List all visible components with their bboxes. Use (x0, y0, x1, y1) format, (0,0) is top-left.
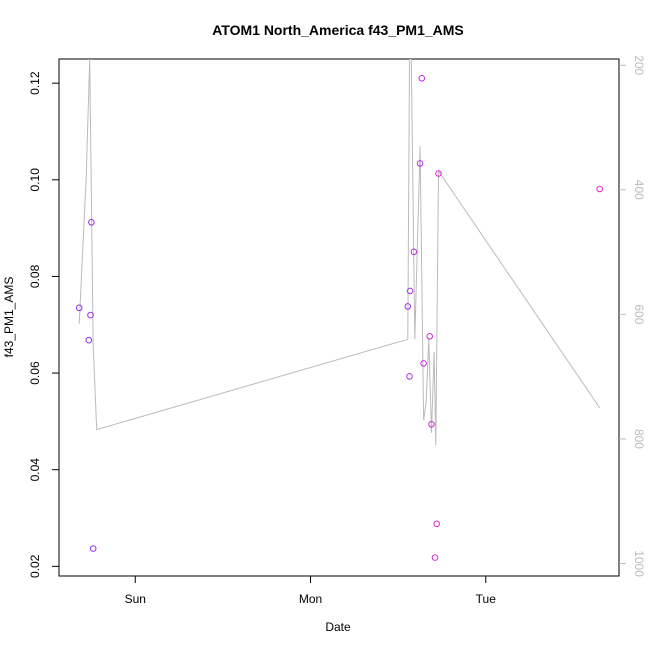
plot-frame (58, 58, 620, 577)
data-point (416, 160, 424, 167)
data-point (404, 303, 412, 310)
y-tick-label: 0.12 (28, 71, 42, 95)
y-tick-label: 0.02 (28, 554, 42, 578)
data-point (418, 75, 426, 82)
x-tick-label: Tue (476, 592, 497, 606)
data-point (420, 360, 427, 367)
secondary-line-layer (78, 59, 601, 446)
y2-axis: 200 400 600 800 1000 (619, 55, 646, 577)
data-point (426, 333, 434, 340)
data-point (596, 185, 604, 193)
y-tick-label: 0.04 (28, 458, 42, 482)
chart-title: ATOM1 North_America f43_PM1_AMS (212, 22, 464, 38)
secondary-series-line (78, 59, 601, 446)
data-point (435, 170, 442, 177)
x-tick-label: Mon (299, 592, 322, 606)
y2-tick-label: 600 (632, 304, 646, 324)
y-tick-label: 0.06 (28, 361, 42, 385)
x-tick-label: Sun (125, 592, 146, 606)
y2-tick-label: 800 (632, 429, 646, 449)
y-axis-label: f43_PM1_AMS (2, 277, 16, 358)
data-point (75, 304, 83, 312)
data-point (406, 287, 414, 295)
points-layer (75, 75, 604, 561)
y-tick-label: 0.10 (28, 168, 42, 192)
data-point (87, 311, 94, 319)
data-point (85, 336, 93, 344)
data-point (431, 554, 439, 561)
x-axis: Sun Mon Tue (125, 576, 497, 606)
y-axis: 0.02 0.04 0.06 0.08 0.10 0.12 (28, 71, 59, 578)
data-point (406, 373, 413, 380)
data-point (88, 219, 95, 226)
data-point (433, 520, 441, 528)
data-point (89, 545, 97, 552)
data-point (428, 421, 435, 428)
y2-tick-label: 400 (632, 180, 646, 200)
y-tick-label: 0.08 (28, 264, 42, 288)
x-axis-label: Date (325, 620, 351, 634)
y2-tick-label: 200 (632, 55, 646, 75)
data-point (410, 248, 418, 256)
y2-tick-label: 1000 (632, 550, 646, 577)
